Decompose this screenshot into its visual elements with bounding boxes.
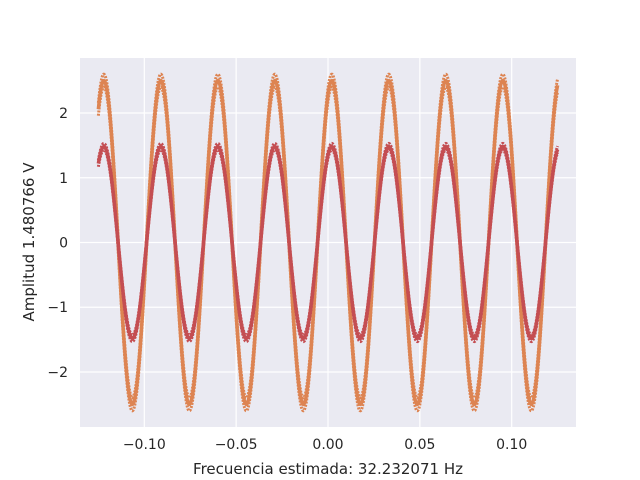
x-axis-label: Frecuencia estimada: 32.232071 Hz <box>193 460 463 478</box>
x-tick-label-3: 0.05 <box>404 437 435 453</box>
x-tick-label-1: −0.05 <box>215 437 258 453</box>
series-layer <box>96 72 560 413</box>
y-tick-label-1: −1 <box>47 300 68 316</box>
x-tick-label-0: −0.10 <box>123 437 166 453</box>
series-1 <box>96 141 560 344</box>
y-tick-label-4: 2 <box>59 106 68 122</box>
y-tick-label-0: −2 <box>47 365 68 381</box>
series-1-line <box>96 144 560 341</box>
y-axis-label: Amplitud 1.480766 V <box>20 162 38 322</box>
x-tick-label-2: 0.00 <box>312 437 343 453</box>
y-tick-label-2: 0 <box>59 236 68 252</box>
x-tick-label-4: 0.10 <box>496 437 527 453</box>
y-tick-label-3: 1 <box>59 171 68 187</box>
x-axis-ticks: −0.10 −0.05 0.00 0.05 0.10 <box>123 437 527 453</box>
y-axis-ticks: −2 −1 0 1 2 <box>47 106 68 381</box>
